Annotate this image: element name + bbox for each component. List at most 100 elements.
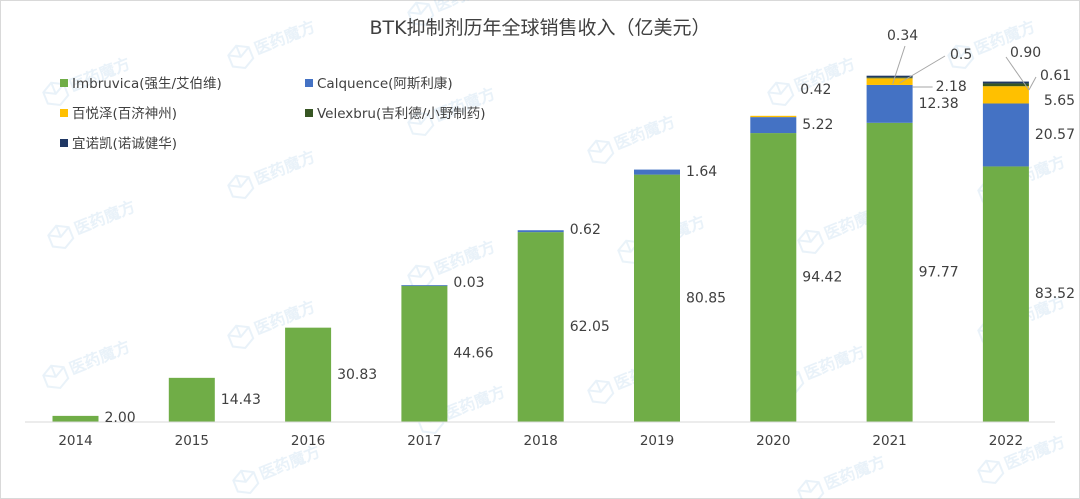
data-label: 44.66 — [453, 346, 493, 362]
x-axis-ticks: 2014 2015 2016 2017 2018 2019 2020 2021 2022 — [58, 433, 1023, 449]
data-label: 2.00 — [105, 410, 136, 426]
cube-icon — [977, 459, 1005, 485]
cube-icon — [587, 379, 615, 405]
watermark: 医药魔方 — [232, 442, 323, 495]
cube-icon — [587, 139, 615, 165]
bar-segment — [866, 78, 913, 85]
cube-icon — [407, 1, 435, 27]
bar-segment — [285, 327, 332, 422]
bar-segment — [750, 115, 797, 118]
watermark-text: 医药魔方 — [441, 382, 507, 424]
x-tick-label: 2016 — [291, 433, 325, 449]
watermark-text: 医药魔方 — [431, 237, 497, 279]
legend-swatch — [305, 109, 313, 117]
cube-icon — [797, 229, 825, 255]
data-label: 94.42 — [802, 270, 842, 286]
watermark-text: 医药魔方 — [251, 17, 317, 59]
bar-segment — [982, 81, 1029, 84]
legend-label: Velexbru(吉利德/小野制药) — [317, 106, 486, 122]
x-tick-label: 2017 — [407, 433, 441, 449]
watermark-text: 医药魔方 — [71, 197, 137, 239]
bar-segment — [982, 86, 1029, 104]
data-label: 97.77 — [919, 264, 959, 280]
data-label: 83.52 — [1035, 286, 1075, 302]
data-label: 80.85 — [686, 290, 726, 306]
watermark-text: 医药魔方 — [611, 112, 677, 154]
bar-segment — [401, 285, 448, 422]
x-tick-label: 2019 — [640, 433, 674, 449]
watermark: 医药魔方 — [587, 112, 678, 165]
watermark: 医药魔方 — [227, 147, 318, 200]
data-label: 0.5 — [950, 47, 972, 63]
cube-icon — [797, 479, 825, 499]
leader-line — [892, 45, 906, 85]
data-label: 62.05 — [570, 319, 610, 335]
data-label: 0.90 — [1010, 45, 1041, 61]
bar-segment — [52, 415, 99, 422]
x-tick-label: 2021 — [872, 433, 906, 449]
legend-label: 百悦泽(百济神州) — [72, 106, 177, 122]
data-label: 1.64 — [686, 164, 717, 180]
cube-icon — [227, 324, 255, 350]
leader-line — [899, 55, 946, 84]
cube-icon — [947, 44, 975, 70]
legend: Imbruvica(强生/艾伯维) Calquence(阿斯利康) 百悦泽(百济神州… — [60, 75, 486, 152]
watermark-text: 医药魔方 — [821, 452, 887, 494]
cube-icon — [227, 174, 255, 200]
data-label: 5.22 — [802, 117, 833, 133]
data-label: 12.38 — [919, 96, 959, 112]
legend-swatch — [60, 139, 68, 147]
bar-segment — [750, 133, 797, 422]
bar-segment — [866, 77, 913, 79]
data-label: 30.83 — [337, 367, 377, 383]
watermark: 医药魔方 — [42, 337, 133, 390]
watermark: 医药魔方 — [767, 54, 858, 107]
leader-line — [1028, 76, 1037, 91]
chart-title: BTK抑制剂历年全球销售收入（亿美元） — [369, 17, 710, 39]
data-label: 14.43 — [221, 392, 261, 408]
x-tick-label: 2022 — [989, 433, 1023, 449]
x-tick-label: 2014 — [58, 433, 92, 449]
watermark-text: 医药魔方 — [801, 342, 867, 384]
watermark-text: 医药魔方 — [66, 337, 132, 379]
cube-icon — [47, 224, 75, 250]
x-tick-label: 2015 — [175, 433, 209, 449]
watermark: 医药魔方 — [47, 197, 138, 250]
legend-label: Calquence(阿斯利康) — [317, 75, 453, 92]
data-label: 2.18 — [936, 79, 967, 95]
bar-segment — [866, 84, 913, 123]
cube-icon — [227, 44, 255, 70]
bar-segment — [517, 232, 564, 422]
watermark: 医药魔方 — [797, 452, 888, 499]
data-label: 0.62 — [570, 222, 601, 238]
legend-swatch — [60, 109, 68, 117]
data-label: 0.34 — [887, 28, 918, 44]
legend-label: Imbruvica(强生/艾伯维) — [72, 76, 222, 92]
bars — [52, 75, 1029, 423]
cube-icon — [407, 111, 435, 137]
bar-segment — [634, 174, 680, 422]
data-label: 0.42 — [800, 82, 831, 98]
bar-segment — [982, 166, 1029, 422]
cube-icon — [42, 364, 70, 390]
x-tick-label: 2018 — [524, 433, 558, 449]
bar-segment — [982, 83, 1029, 87]
leader-line — [1005, 56, 1030, 91]
bar-segment — [866, 75, 913, 78]
legend-swatch — [305, 79, 313, 87]
data-labels: 2.00 14.43 30.83 44.66 62.05 80.85 94.42 97.77 8… — [105, 28, 1076, 426]
x-tick-label: 2020 — [756, 433, 790, 449]
watermark-text: 医药魔方 — [431, 0, 497, 15]
data-label: 0.03 — [453, 275, 484, 291]
cube-icon — [232, 469, 260, 495]
watermark: 医药魔方 — [227, 17, 318, 70]
bar-segment — [634, 169, 680, 175]
bar-segment — [401, 285, 448, 287]
cube-icon — [767, 81, 795, 107]
legend-label: 宜诺凯(诺诚健华) — [72, 136, 177, 152]
watermark: 医药魔方 — [947, 17, 1038, 70]
bar-segment — [866, 122, 913, 423]
data-label: 20.57 — [1035, 127, 1075, 143]
data-label: 0.61 — [1040, 68, 1071, 84]
